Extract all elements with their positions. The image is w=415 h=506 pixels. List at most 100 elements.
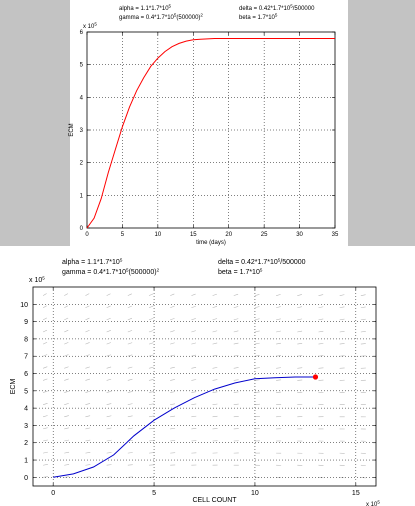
chart2-vector-arrow [212, 391, 218, 393]
chart2-vector-arrow [254, 330, 260, 333]
chart2-beta-label: beta = 1.7*105 [218, 268, 263, 277]
chart2-vector-arrow [212, 415, 218, 418]
chart2-vector-arrow [85, 354, 90, 357]
chart2-vector-arrow [85, 390, 91, 393]
chart2-tick-label-y: 5 [24, 388, 28, 395]
chart2-vector-arrow [276, 306, 281, 309]
chart2-vector-arrow [148, 293, 154, 296]
chart2-vector-arrow [339, 355, 345, 357]
chart2-vector-arrow [85, 317, 90, 321]
chart2-vector-arrow [254, 318, 260, 321]
chart2-vector-arrow [127, 427, 133, 430]
chart2-vector-arrow [85, 366, 90, 369]
chart2-vector-arrow [191, 342, 197, 345]
chart1-tick-label-x: 20 [225, 232, 232, 238]
chart2-tick-label-y: 10 [20, 302, 28, 309]
chart2-vector-arrow [85, 293, 90, 296]
chart1-tick-label-x: 15 [190, 232, 197, 238]
chart2-vector-arrow [106, 476, 112, 478]
chart2-tick-label-x: 5 [152, 490, 156, 497]
chart2-vector-arrow [148, 379, 154, 381]
chart2-vector-arrow [43, 439, 48, 442]
chart2-vector-arrow [42, 366, 48, 369]
chart2-vector-arrow [297, 367, 303, 369]
chart2-vector-arrow [64, 403, 69, 405]
chart2-vector-arrow [276, 367, 282, 369]
chart2-vector-arrow [42, 317, 47, 321]
chart2-vector-arrow [339, 306, 345, 309]
chart2-vector-arrow [106, 391, 112, 393]
chart2-vector-arrow [148, 330, 154, 333]
chart2-vector-arrow [191, 391, 197, 393]
chart1-tick-label-x: 30 [296, 232, 303, 238]
chart2-vector-arrow [148, 452, 154, 454]
chart2-vector-arrow [127, 403, 133, 405]
chart2-vector-arrow [191, 379, 197, 381]
chart2-vector-arrow [339, 330, 345, 333]
background-panel-right [348, 0, 415, 246]
chart2-vector-arrow [64, 342, 69, 345]
chart2-vector-arrow [127, 464, 133, 466]
chart2-vector-arrow [127, 391, 133, 393]
chart1-tick-label-x: 0 [85, 232, 89, 238]
chart2-vector-arrow [64, 366, 69, 369]
chart2-vector-arrow [191, 330, 196, 333]
chart2-vector-arrow [233, 318, 239, 321]
chart2-vector-arrow [127, 452, 133, 454]
chart2-vector-arrow [212, 306, 218, 309]
chart2-vector-arrow [148, 391, 154, 393]
chart2-vector-arrow [212, 342, 218, 345]
chart2-y-multiplier: x 105 [29, 276, 45, 285]
chart2-vector-arrow [339, 318, 345, 321]
chart2-vector-arrow [170, 403, 176, 405]
chart2-tick-label-y: 3 [24, 423, 28, 430]
chart2-vector-arrow [318, 294, 324, 296]
chart1-tick-label-y: 3 [80, 128, 84, 134]
chart2-vector-arrow [85, 415, 91, 418]
chart2-vector-arrow [127, 342, 133, 345]
chart2-vector-arrow [127, 317, 133, 321]
chart2-tick-label-y: 4 [24, 406, 28, 413]
chart2-vector-arrow [148, 440, 154, 442]
chart2-vector-arrow [170, 427, 176, 430]
chart2-vector-arrow [43, 427, 48, 430]
chart2-vector-arrow [42, 329, 48, 333]
chart2-vector-arrow [85, 452, 91, 454]
chart2-vector-arrow [64, 293, 69, 296]
chart2-vector-arrow [360, 343, 366, 345]
chart2-vector-arrow [127, 293, 132, 296]
chart2-vector-arrow [318, 306, 324, 309]
chart2-vector-arrow [318, 355, 324, 357]
chart2-vector-arrow [170, 318, 175, 321]
chart2-vector-arrow [148, 317, 154, 321]
chart2-vector-arrow [64, 439, 70, 442]
chart2-vector-arrow [276, 294, 281, 296]
chart2-vector-arrow [191, 366, 197, 369]
chart2-vector-arrow [212, 379, 218, 381]
chart2-vector-arrow [42, 354, 48, 357]
chart1-tick-label-y: 0 [80, 226, 84, 232]
chart2-tick-label-y: 8 [24, 336, 28, 343]
chart2-vector-arrow [297, 294, 302, 296]
chart2-vector-arrow [297, 343, 303, 345]
chart2-vector-arrow [85, 305, 90, 309]
chart1-gamma-label: gamma = 0.4*1.7*105(500000)2 [119, 13, 203, 22]
chart2-vector-arrow [360, 464, 366, 467]
chart2-vector-arrow [127, 330, 133, 333]
chart2-vector-arrow [127, 378, 133, 381]
chart2-vector-arrow [64, 390, 69, 393]
chart1-tick-label-x: 35 [332, 232, 339, 238]
chart2-vector-arrow [170, 330, 175, 333]
chart2-vector-arrow [233, 306, 239, 309]
chart2-vector-arrow [148, 427, 154, 430]
chart2-vector-arrow [233, 403, 239, 405]
chart2-vector-arrow [42, 403, 48, 405]
chart2-vector-arrow [148, 415, 154, 418]
chart2-vector-arrow [127, 415, 133, 418]
chart2-tick-label-y: 7 [24, 354, 28, 361]
chart2-vector-arrow [64, 451, 70, 454]
chart2-vector-arrow [42, 305, 47, 309]
chart2-vector-arrow [64, 305, 69, 309]
chart2-vector-arrow [43, 451, 48, 454]
chart2-vector-arrow [106, 317, 111, 321]
